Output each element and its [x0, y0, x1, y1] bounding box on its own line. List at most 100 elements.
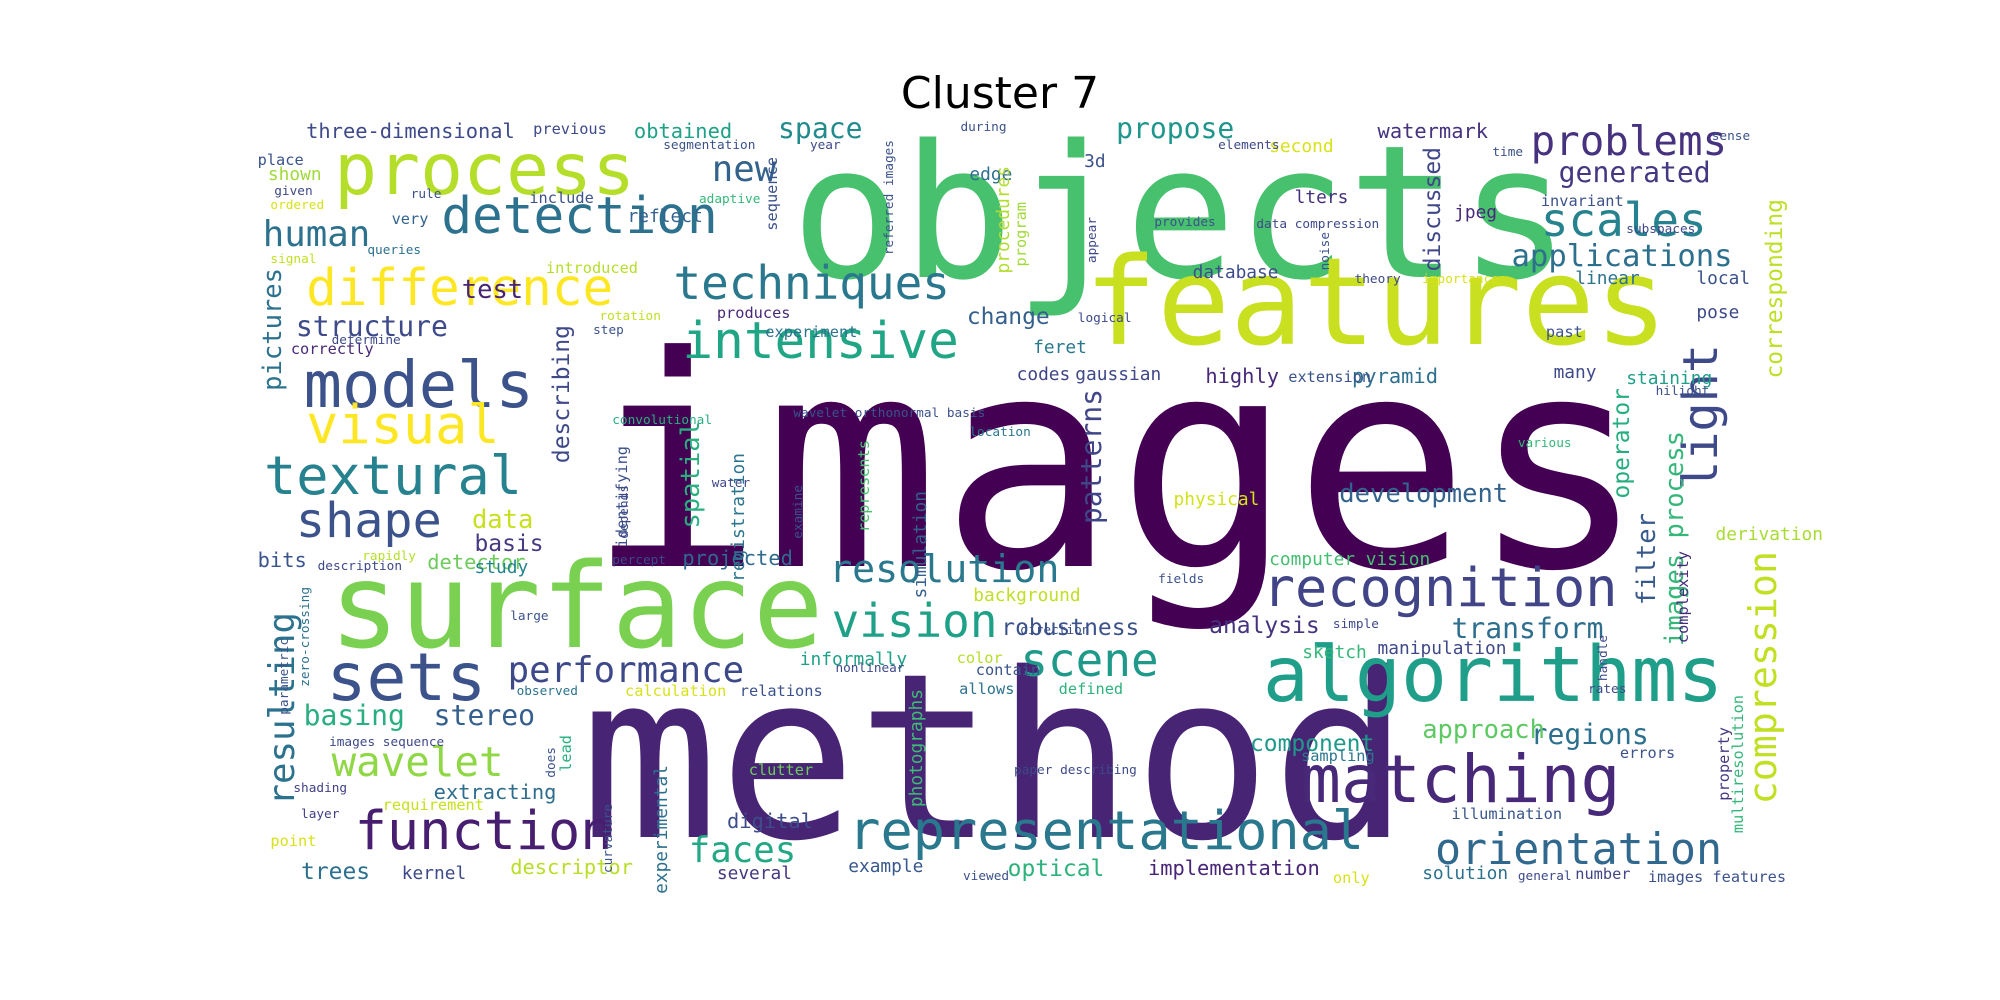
word-descriptor: descriptor: [510, 855, 633, 880]
word-analysis: analysis: [1209, 612, 1320, 639]
word-determine: determine: [331, 333, 401, 349]
word-objects: objects: [790, 105, 1571, 322]
word-faces: faces: [688, 829, 797, 871]
word-step: step: [593, 323, 624, 339]
word-techniques: techniques: [673, 256, 950, 311]
word-program: program: [1012, 201, 1031, 266]
word-percept: percept: [612, 552, 666, 568]
word-change: change: [966, 304, 1050, 331]
word-detection: detection: [441, 187, 718, 247]
word-importance: importance: [1422, 272, 1499, 288]
word-segmentation: segmentation: [663, 138, 756, 154]
word-describing: describing: [549, 325, 576, 464]
word-curvature: curvature: [601, 803, 617, 873]
word-does: does: [543, 747, 559, 779]
word-correctly: correctly: [290, 339, 374, 358]
word-rapidly: rapidly: [362, 549, 416, 565]
word-invariant: invariant: [1540, 191, 1624, 210]
word-algorithms: algorithms: [1262, 630, 1724, 720]
word-location: location: [969, 425, 1031, 441]
word-surface: surface: [329, 538, 824, 676]
word-sequence: sequence: [763, 156, 782, 231]
word-operator: operator: [1608, 387, 1635, 499]
word-digital: digital: [727, 809, 813, 834]
word-implementation: implementation: [1147, 856, 1320, 881]
word-color: color: [956, 648, 1003, 667]
word-clutter: clutter: [748, 760, 814, 779]
word-regions: regions: [1530, 717, 1649, 751]
word-stereo: stereo: [433, 698, 535, 732]
word-three-dimensional: three-dimensional: [306, 119, 515, 144]
word-informally: informally: [799, 648, 908, 670]
word-calculation: calculation: [625, 681, 727, 700]
word-images-sequence: images sequence: [329, 735, 445, 751]
word-performance: performance: [507, 650, 745, 692]
word-basing: basing: [303, 698, 405, 732]
word-generated: generated: [1558, 156, 1711, 190]
word-spatial: spatial: [675, 420, 706, 529]
word-only: only: [1332, 869, 1370, 888]
word-discussed: discussed: [1420, 146, 1447, 271]
word-rates: rates: [1588, 681, 1627, 697]
word-elements: elements: [1218, 138, 1280, 154]
word-compression: compression: [1740, 551, 1786, 805]
word-year: year: [809, 138, 841, 154]
word-experiment: experiment: [765, 323, 858, 342]
word-ordered: ordered: [270, 198, 325, 214]
word-sampling: sampling: [1301, 746, 1375, 765]
word-scales: scales: [1540, 192, 1707, 247]
word-feret: feret: [1033, 337, 1087, 359]
word-robustness: robustness: [1001, 615, 1140, 642]
word-lead: lead: [556, 734, 575, 772]
word-transform: transform: [1451, 611, 1604, 645]
word-hilight: hilight: [1655, 384, 1710, 400]
word-second: second: [1269, 135, 1334, 157]
word-general: general: [1517, 869, 1572, 885]
word-gaussian: gaussian: [1075, 364, 1162, 386]
word-point: point: [270, 832, 317, 851]
word-represents: represents: [855, 440, 874, 533]
word-trees: trees: [301, 858, 371, 885]
word-various: various: [1517, 435, 1572, 451]
word-sense: sense: [1711, 129, 1751, 145]
word-lters: lters: [1294, 186, 1349, 208]
word-new: new: [711, 148, 777, 190]
word-recognition: recognition: [1262, 556, 1618, 620]
word-orientation: orientation: [1434, 825, 1723, 876]
word-propose: propose: [1116, 111, 1235, 145]
word-noise: noise: [1318, 232, 1334, 271]
word-wavelet: wavelet: [331, 738, 504, 787]
word-contain: contain: [975, 661, 1041, 680]
word-simple: simple: [1332, 616, 1379, 632]
word-given: given: [274, 184, 313, 200]
word-development: development: [1339, 479, 1509, 510]
word-complexity: complexity: [1674, 551, 1693, 644]
word-zero-crossing: zero-crossing: [297, 586, 313, 687]
word-applications: applications: [1511, 239, 1733, 275]
word-extracting: extracting: [433, 779, 557, 804]
word-subspaces: subspaces: [1626, 222, 1696, 238]
word-models: models: [303, 348, 534, 423]
word-space: space: [778, 111, 863, 145]
word-component: component: [1250, 731, 1375, 758]
word-visual: visual: [306, 392, 500, 456]
page-title: Cluster 7: [900, 68, 1100, 119]
word-past: past: [1545, 323, 1583, 342]
word-fields: fields: [1158, 571, 1205, 587]
word-pictures: pictures: [258, 267, 289, 391]
word-detector: detector: [427, 550, 526, 575]
word-basis: basis: [474, 531, 544, 558]
word-parametric: parametric: [277, 637, 293, 715]
word-provides: provides: [1154, 214, 1216, 230]
word-wavelet-orthonormal-basis: wavelet orthonormal basis: [793, 406, 986, 422]
word-staining: staining: [1626, 367, 1713, 389]
word-procedures: procedures: [992, 165, 1014, 274]
word-data-compression: data compression: [1256, 217, 1380, 233]
word-direction: direction: [1020, 623, 1090, 638]
word-images: images: [586, 294, 1647, 636]
word-illumination: illumination: [1451, 805, 1563, 824]
word-data: data: [471, 504, 534, 535]
word-errors: errors: [1619, 744, 1676, 763]
word-derivation: derivation: [1715, 523, 1823, 545]
